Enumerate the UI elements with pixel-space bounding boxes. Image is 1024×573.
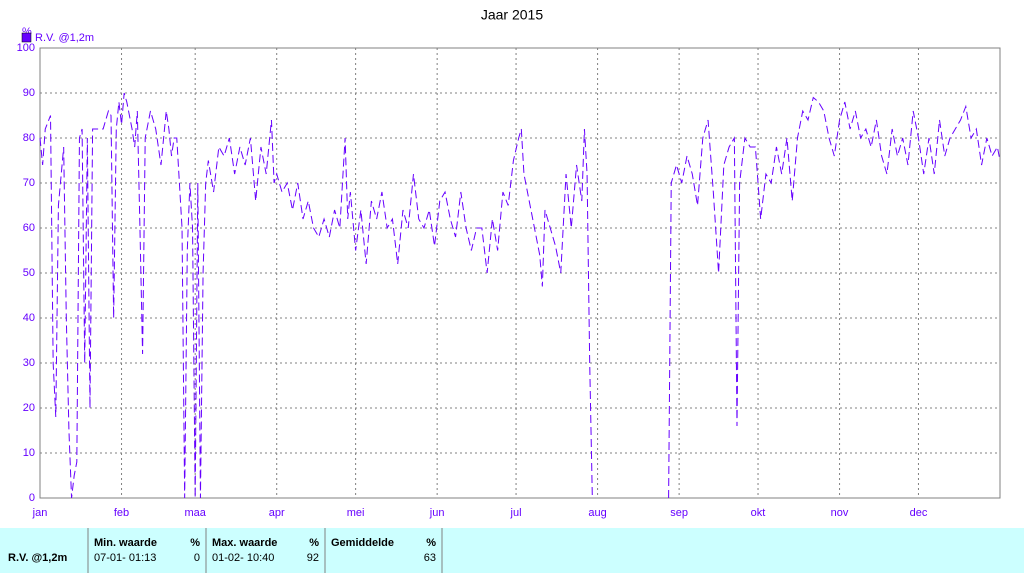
y-tick-label: 50 <box>23 267 35 279</box>
x-tick-label: nov <box>831 507 849 519</box>
y-tick-label: 40 <box>23 312 35 324</box>
y-tick-label: 10 <box>23 447 35 459</box>
column-time: 01-02- 10:40 <box>212 552 274 564</box>
column-header: Gemiddelde <box>331 537 394 549</box>
row-label: R.V. @1,2m <box>8 552 67 564</box>
y-axis-label: % <box>22 26 32 38</box>
x-tick-label: maa <box>184 507 206 519</box>
x-tick-label: apr <box>269 507 285 519</box>
summary-table <box>0 528 1024 573</box>
x-tick-label: feb <box>114 507 129 519</box>
column-unit: % <box>309 537 319 549</box>
y-tick-label: 0 <box>29 492 35 504</box>
y-tick-label: 20 <box>23 402 35 414</box>
legend-swatch <box>21 32 32 43</box>
x-tick-label: dec <box>910 507 928 519</box>
x-tick-label: mei <box>347 507 365 519</box>
x-tick-label: okt <box>751 507 766 519</box>
x-tick-label: aug <box>588 507 606 519</box>
y-tick-label: 100 <box>17 42 35 54</box>
x-tick-label: sep <box>670 507 688 519</box>
y-tick-label: 60 <box>23 222 35 234</box>
column-header: Min. waarde <box>94 537 157 549</box>
y-tick-label: 30 <box>23 357 35 369</box>
x-tick-label: jul <box>510 507 522 519</box>
column-time: 07-01- 01:13 <box>94 552 156 564</box>
x-tick-label: jun <box>429 507 445 519</box>
column-value: 0 <box>194 552 200 564</box>
chart-title: Jaar 2015 <box>481 7 543 23</box>
column-unit: % <box>190 537 200 549</box>
x-tick-label: jan <box>32 507 48 519</box>
column-value: 92 <box>307 552 319 564</box>
data-line <box>39 92 1001 499</box>
column-unit: % <box>426 537 436 549</box>
column-value: 63 <box>424 552 436 564</box>
legend-label: R.V. @1,2m <box>35 32 94 44</box>
y-tick-label: 70 <box>23 177 35 189</box>
y-tick-label: 80 <box>23 132 35 144</box>
y-tick-label: 90 <box>23 87 35 99</box>
column-header: Max. waarde <box>212 537 277 549</box>
